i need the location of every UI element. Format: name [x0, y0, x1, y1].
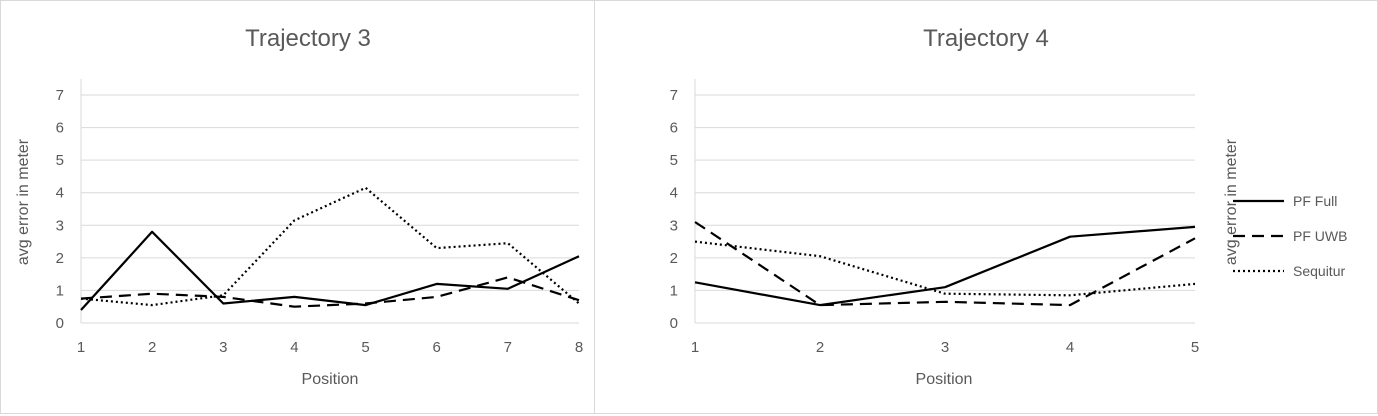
x-tick-label: 4 [1066, 339, 1074, 356]
x-tick-label: 3 [219, 339, 227, 356]
series-line-pf-full [80, 230, 580, 311]
series-line-sequitur [80, 186, 580, 307]
x-tick-label: 5 [1191, 339, 1199, 356]
y-tick-label: 5 [56, 152, 64, 169]
chart-title: Trajectory 4 [923, 25, 1049, 52]
x-axis-label: Position [302, 371, 359, 388]
grid-lines [695, 94, 1195, 291]
x-tick-label: 7 [504, 339, 512, 356]
series-line-pf-uwb [80, 276, 580, 308]
chart-svg-trajectory-3: Trajectory 3 Position avg error in meter… [15, 25, 583, 388]
y-tick-label: 6 [670, 120, 678, 137]
chart-panel-trajectory-3: Trajectory 3 Position avg error in meter… [0, 0, 595, 414]
y-tick-label: 1 [670, 282, 678, 299]
chart-panel-trajectory-4: Trajectory 4 Position avg error in meter… [594, 0, 1378, 414]
x-tick-label: 8 [575, 339, 583, 356]
x-tick-label: 2 [148, 339, 156, 356]
x-tick-label: 5 [361, 339, 369, 356]
chart-svg-trajectory-4: Trajectory 4 Position avg error in meter… [670, 25, 1348, 388]
series-line-sequitur [694, 240, 1196, 297]
y-tick-label: 3 [670, 217, 678, 234]
y-tick-label: 6 [56, 120, 64, 137]
y-tick-label: 1 [56, 282, 64, 299]
y-tick-label: 0 [56, 315, 64, 332]
series-line-pf-uwb [694, 221, 1196, 307]
y-tick-label: 0 [670, 315, 678, 332]
y-tick-label: 4 [670, 185, 678, 202]
legend-label: Sequitur [1293, 263, 1345, 279]
chart-legend: PF Full PF UWB Sequitur [1233, 193, 1347, 279]
y-tick-label: 3 [56, 217, 64, 234]
y-tick-label: 4 [56, 185, 64, 202]
legend-label: PF UWB [1293, 228, 1347, 244]
x-tick-label: 1 [691, 339, 699, 356]
y-tick-label: 7 [670, 87, 678, 104]
x-tick-label: 3 [941, 339, 949, 356]
y-tick-label: 5 [670, 152, 678, 169]
x-axis-label: Position [916, 371, 973, 388]
legend-label: PF Full [1293, 193, 1337, 209]
grid-lines [81, 94, 579, 291]
y-axis-label: avg error in meter [1223, 138, 1240, 265]
y-tick-label: 2 [56, 250, 64, 267]
y-tick-label: 2 [670, 250, 678, 267]
x-tick-label: 6 [433, 339, 441, 356]
chart-title: Trajectory 3 [245, 25, 371, 52]
y-tick-label: 7 [56, 87, 64, 104]
series-line-pf-full [694, 225, 1196, 307]
y-axis-label: avg error in meter [15, 138, 32, 265]
x-tick-label: 4 [290, 339, 298, 356]
x-tick-label: 1 [77, 339, 85, 356]
x-tick-label: 2 [816, 339, 824, 356]
